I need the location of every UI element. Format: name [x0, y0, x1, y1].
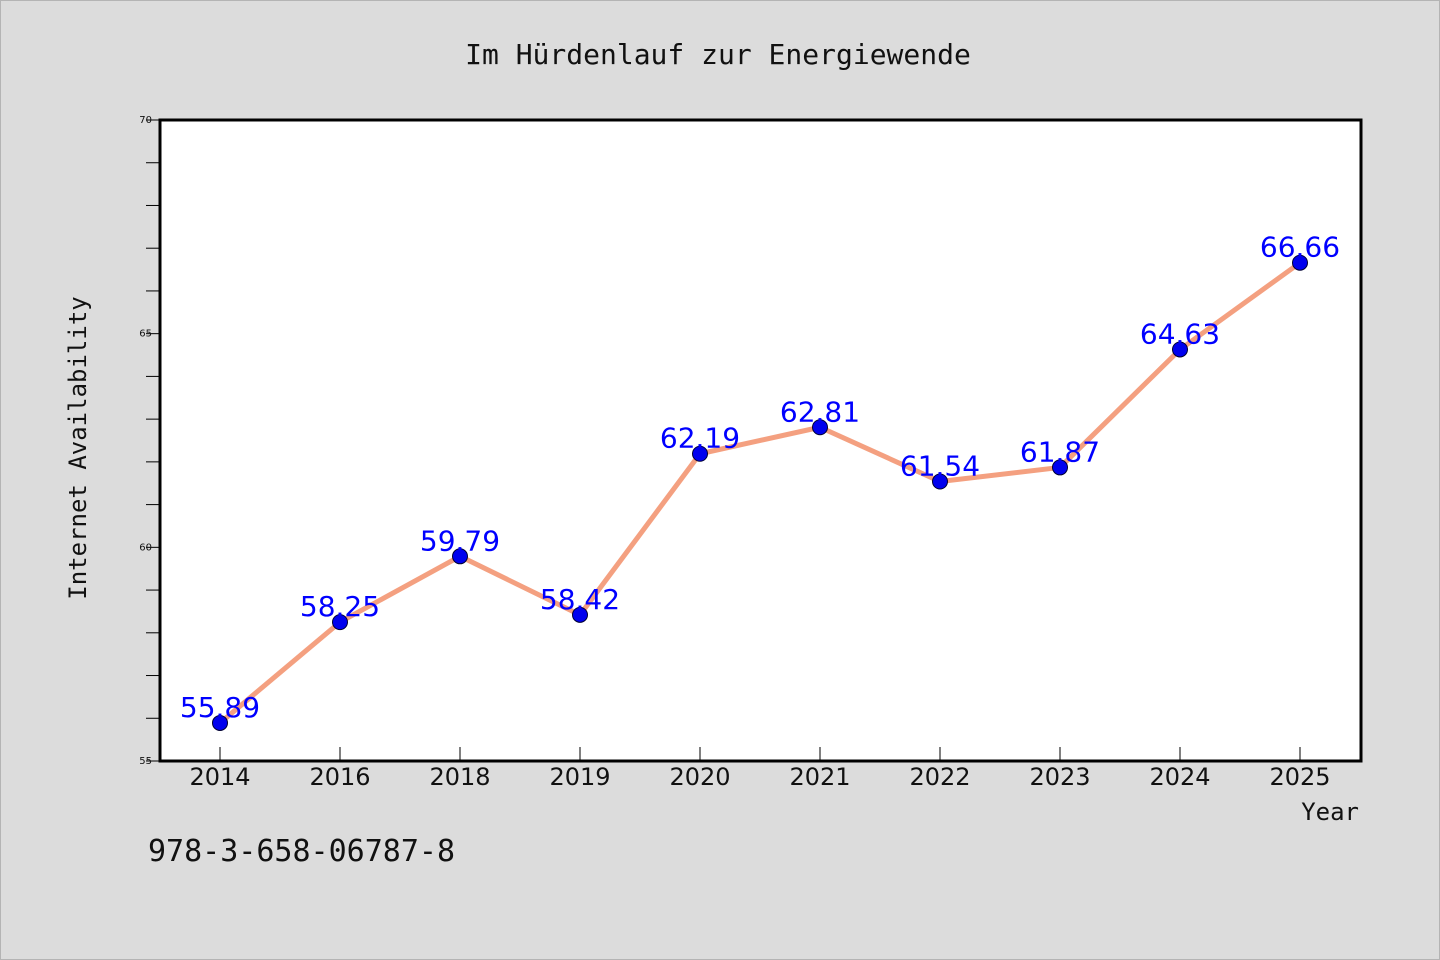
data-point: [1292, 254, 1308, 271]
series-line: [217, 260, 1303, 726]
data-label: 61.87: [1020, 435, 1100, 468]
y-axis-label: Internet Availability: [64, 296, 92, 599]
data-point: [1172, 341, 1188, 358]
x-tick-label: 2025: [1269, 763, 1330, 791]
data-point: [932, 473, 948, 490]
plot-area: [158, 118, 1363, 763]
data-label: 64.63: [1140, 317, 1220, 350]
data-point: [692, 445, 708, 462]
x-tick-label: 2019: [549, 763, 610, 791]
x-tick-label: 2014: [189, 763, 250, 791]
x-tick-label: 2021: [789, 763, 850, 791]
x-tick-label: 2022: [909, 763, 970, 791]
x-axis-label: Year: [1301, 798, 1359, 826]
data-point: [572, 606, 588, 623]
data-point: [452, 548, 468, 565]
x-axis: 2014 2016 2018 2019 2020 2021 2022 2023 2024 2025: [189, 747, 1331, 791]
data-label: 59.79: [420, 524, 500, 557]
x-tick-label: 2016: [309, 763, 370, 791]
series-group: 55.89 58.25 59.79 58.42 62.19 62.81 61.54 61.87…: [180, 231, 1340, 731]
y-tick-label: 55: [139, 756, 152, 767]
y-axis: 55 60 65 70: [139, 115, 160, 767]
x-tick-label: 2023: [1029, 763, 1090, 791]
data-label: 58.42: [540, 583, 620, 616]
data-label: 55.89: [180, 691, 260, 724]
data-point: [212, 714, 228, 731]
x-tick-label: 2018: [429, 763, 490, 791]
data-label: 62.81: [780, 395, 860, 428]
data-point: [812, 419, 828, 436]
data-label: 61.54: [900, 450, 980, 483]
data-label: 58.25: [300, 590, 380, 623]
isbn-text: 978-3-658-06787-8: [148, 834, 456, 869]
data-label: 62.19: [660, 422, 740, 455]
y-tick-label: 60: [139, 542, 152, 553]
x-tick-label: 2020: [669, 763, 730, 791]
y-tick-label: 65: [139, 329, 152, 340]
chart-title: Im Hürdenlauf zur Energiewende: [465, 38, 971, 71]
x-tick-label: 2024: [1149, 763, 1210, 791]
data-point: [1052, 459, 1068, 476]
data-point: [332, 614, 348, 631]
data-label: 66.66: [1260, 231, 1340, 264]
y-tick-label: 70: [139, 115, 152, 126]
